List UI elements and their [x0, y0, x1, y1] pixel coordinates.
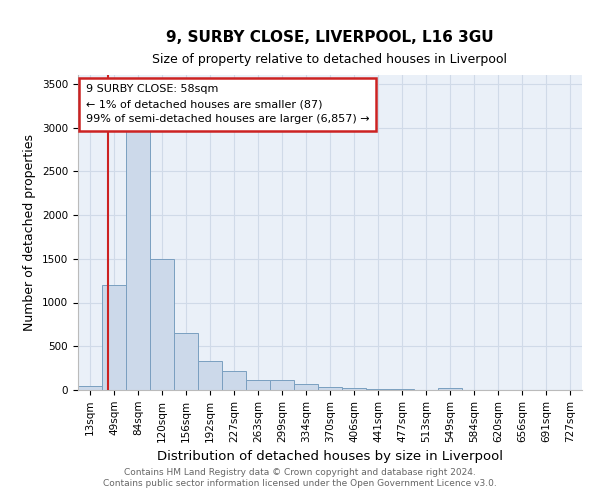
X-axis label: Distribution of detached houses by size in Liverpool: Distribution of detached houses by size … — [157, 450, 503, 463]
Bar — [246, 380, 270, 390]
Text: 9, SURBY CLOSE, LIVERPOOL, L16 3GU: 9, SURBY CLOSE, LIVERPOOL, L16 3GU — [166, 30, 494, 45]
Bar — [174, 333, 198, 390]
Bar — [126, 123, 150, 390]
Bar — [438, 388, 462, 390]
Bar — [78, 386, 102, 390]
Bar — [294, 384, 318, 390]
Bar — [222, 371, 246, 390]
Bar — [150, 259, 174, 390]
Bar — [102, 285, 126, 390]
Text: 9 SURBY CLOSE: 58sqm
← 1% of detached houses are smaller (87)
99% of semi-detach: 9 SURBY CLOSE: 58sqm ← 1% of detached ho… — [86, 84, 369, 124]
Y-axis label: Number of detached properties: Number of detached properties — [23, 134, 37, 331]
Text: Size of property relative to detached houses in Liverpool: Size of property relative to detached ho… — [152, 52, 508, 66]
Text: Contains HM Land Registry data © Crown copyright and database right 2024.
Contai: Contains HM Land Registry data © Crown c… — [103, 468, 497, 487]
Bar — [270, 380, 294, 390]
Bar — [366, 388, 390, 390]
Bar — [342, 388, 366, 390]
Bar — [198, 361, 222, 390]
Bar — [318, 387, 342, 390]
